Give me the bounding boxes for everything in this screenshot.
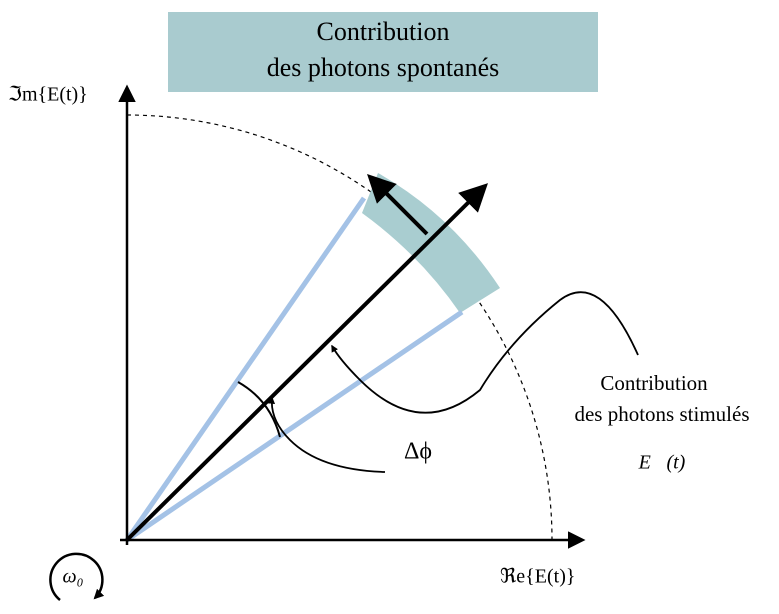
angle-label: Δϕ: [404, 439, 432, 465]
title-line: des photons spontanés: [267, 53, 500, 82]
rotation-label: ω₀: [62, 566, 83, 588]
angle-pointer: [267, 396, 386, 473]
rotation-arrow: [49, 552, 105, 601]
x-axis-label: ℜe{E(t)}: [500, 566, 575, 588]
spontaneous-region: [362, 173, 500, 313]
title-line: Contribution: [317, 17, 450, 46]
stimulated-label: Contribution: [600, 371, 708, 395]
stimulated-label: des photons stimulés: [574, 402, 749, 426]
spontaneous-vector: [367, 174, 429, 236]
y-axis-label: ℑm{E(t)}: [8, 84, 88, 106]
bound-line: [125, 309, 464, 543]
title-box: [168, 12, 598, 92]
field-vector: [125, 183, 488, 542]
stimulated-pointer: [331, 291, 639, 414]
field-label: E⃗(t): [638, 452, 686, 474]
bound-line: [124, 196, 367, 542]
angle-arc: [237, 381, 281, 438]
circle-arc: [126, 114, 553, 541]
